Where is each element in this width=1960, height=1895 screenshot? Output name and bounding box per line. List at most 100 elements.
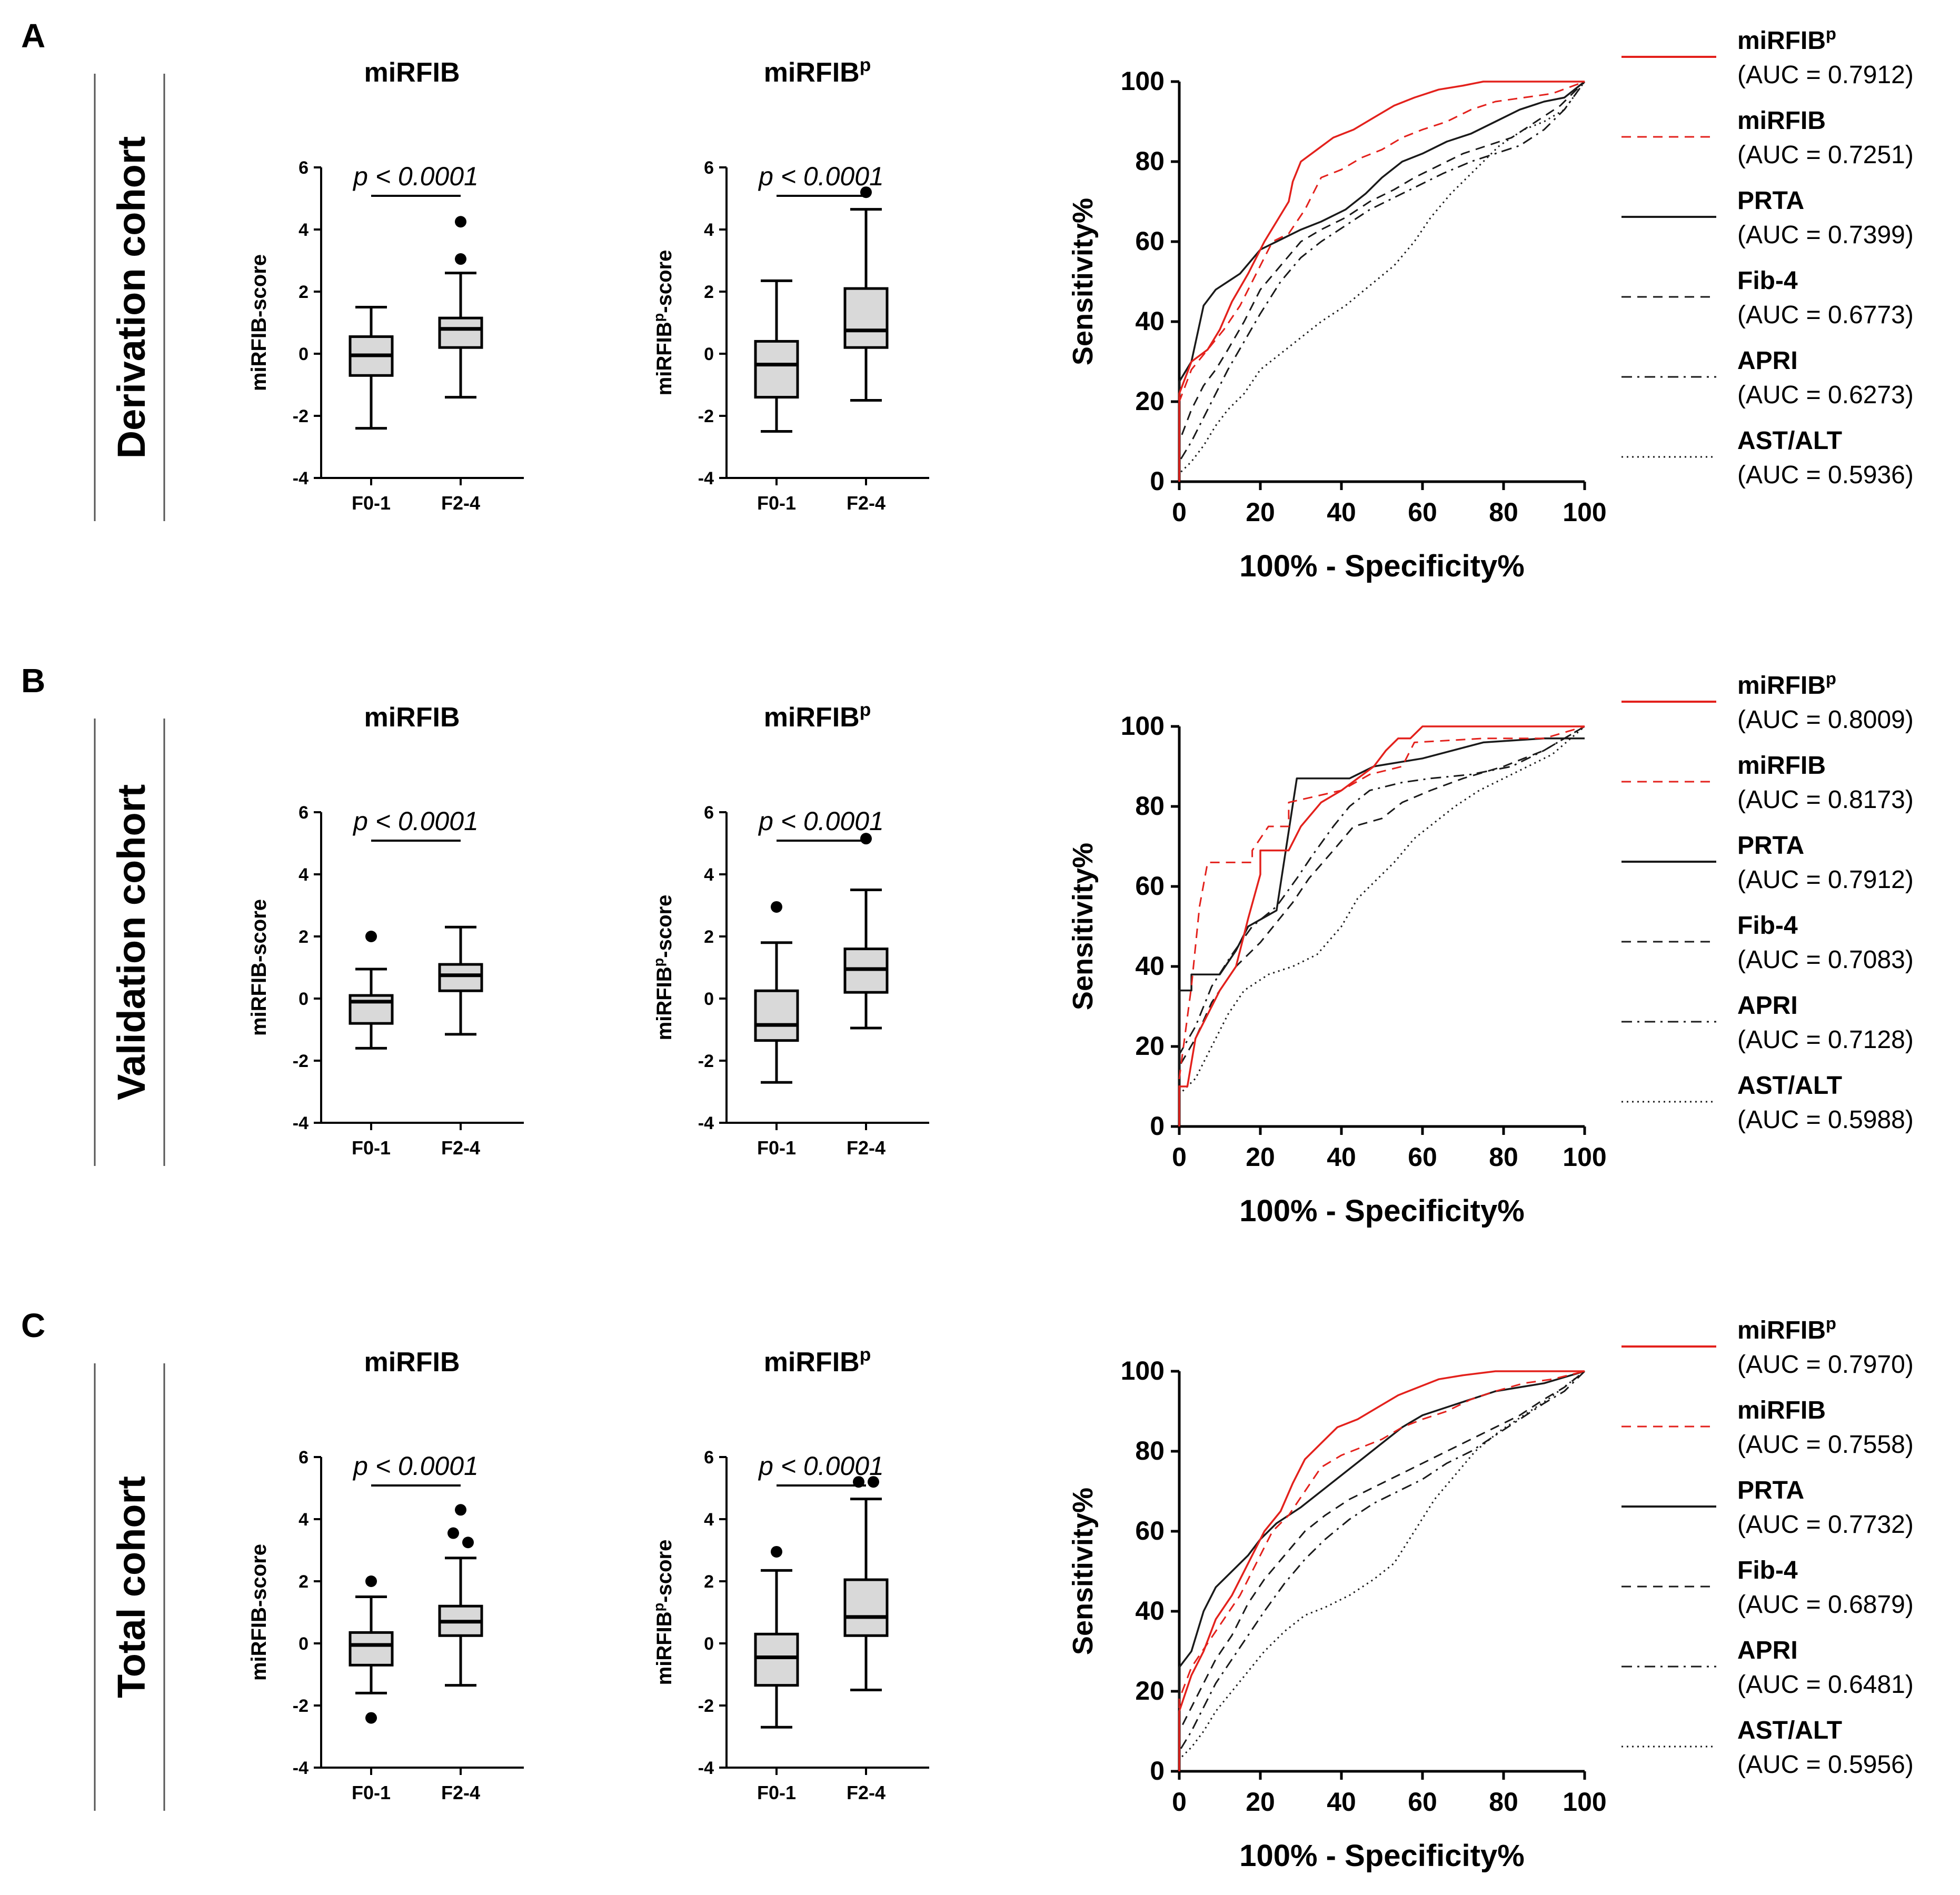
box-f0-1 <box>754 279 799 433</box>
boxplot-title-base: miRFIB <box>764 1347 860 1378</box>
y-axis-label-base: miRFIB <box>653 966 676 1040</box>
legend-series-name: miRFIBp <box>1737 1313 1836 1344</box>
box-f0-1 <box>754 901 799 1084</box>
y-tick-label: -4 <box>293 1758 309 1778</box>
legend-series-name: Fib-4 <box>1737 267 1798 295</box>
roc-y-axis-label: Sensitivity% <box>1067 198 1099 365</box>
roc-y-tick-label: 40 <box>1135 1596 1165 1625</box>
legend-series-name-base: Fib-4 <box>1737 267 1798 295</box>
outlier-point <box>462 1537 474 1549</box>
panel-letter: C <box>21 1306 45 1344</box>
roc-curve-prta-solid <box>1178 737 1585 1126</box>
roc-y-tick-label: 0 <box>1150 1111 1165 1141</box>
y-axis-label-sup: p <box>650 958 666 967</box>
box-f0-1 <box>349 931 394 1050</box>
y-tick-label: -4 <box>293 468 309 488</box>
roc-curve-mirfib-p-solid <box>1178 81 1585 482</box>
roc-curve-fib-4-dashed <box>1178 81 1586 482</box>
roc-curve-fib-4-dashed <box>1178 725 1585 1126</box>
legend-series-name-base: Fib-4 <box>1737 1557 1798 1584</box>
legend-auc-value: (AUC = 0.8009) <box>1737 706 1914 734</box>
roc-curve-mirfib-dashed <box>1178 1370 1585 1771</box>
y-axis-label-suffix: -score <box>653 895 676 958</box>
legend-series-name-sup: p <box>1826 1313 1836 1333</box>
legend-auc-value: (AUC = 0.6879) <box>1737 1591 1914 1619</box>
p-value: p < 0.0001 <box>352 1451 479 1481</box>
legend-auc-value: (AUC = 0.5988) <box>1737 1106 1914 1134</box>
legend-series-name: AST/ALT <box>1737 427 1842 455</box>
box-f2-4 <box>843 186 889 402</box>
boxplot-title: miRFIBp <box>764 1344 871 1378</box>
y-tick-label: 6 <box>299 803 309 823</box>
legend-series-name-sup: p <box>1826 669 1836 688</box>
legend-item: APRI (AUC = 0.6273) <box>1621 347 1914 409</box>
y-axis-label: miRFIBp-score <box>650 895 676 1041</box>
y-tick-label: 0 <box>299 344 309 364</box>
legend-series-name: PRTA <box>1737 1477 1804 1504</box>
legend-auc-value: (AUC = 0.7558) <box>1737 1431 1914 1459</box>
y-tick-label: 4 <box>299 1510 309 1530</box>
boxplot-title-base: miRFIB <box>364 57 460 88</box>
boxplot-title-sup: p <box>860 700 871 720</box>
roc-y-tick-label: 0 <box>1150 1756 1165 1786</box>
roc-x-tick-label: 40 <box>1327 1142 1356 1172</box>
roc-y-axis-label: Sensitivity% <box>1067 1488 1099 1655</box>
x-tick-label: F0-1 <box>757 1137 796 1159</box>
roc-y-tick-label: 40 <box>1135 306 1165 336</box>
boxplot-title: miRFIB <box>364 57 460 88</box>
roc-curve-mirfib-p-solid <box>1178 1370 1585 1771</box>
roc-y-tick-label: 80 <box>1135 146 1165 176</box>
y-tick-label: 4 <box>704 865 714 885</box>
y-tick-label: 0 <box>299 1634 309 1654</box>
legend-series-name: APRI <box>1737 992 1798 1020</box>
roc-curve-fib-4-dashed <box>1178 1370 1585 1771</box>
roc-y-tick-label: 100 <box>1121 66 1165 96</box>
roc-curve-ast-alt-dotted <box>1178 81 1586 482</box>
legend-series-name: miRFIB <box>1737 1397 1826 1424</box>
roc-x-tick-label: 60 <box>1408 1787 1437 1817</box>
roc-curve-apri-dashdot <box>1178 1370 1586 1771</box>
p-value: p < 0.0001 <box>758 162 884 191</box>
legend-series-name-base: APRI <box>1737 347 1798 375</box>
legend-auc-value: (AUC = 0.7128) <box>1737 1026 1914 1054</box>
roc-legend: miRFIBp(AUC = 0.8009)miRFIB(AUC = 0.8173… <box>1621 669 1914 1134</box>
roc-chart: 0 20 40 60 80 100 0 20 40 60 80 100 Sensitivity% 100%… <box>1067 1356 1607 1873</box>
panel-letter: B <box>21 662 45 700</box>
legend-item: miRFIB (AUC = 0.7251) <box>1621 107 1914 169</box>
legend-item: Fib-4 (AUC = 0.6773) <box>1621 267 1914 329</box>
panel-letter: A <box>21 17 45 55</box>
y-tick-label: -2 <box>698 1696 714 1716</box>
legend-auc-value: (AUC = 0.5936) <box>1737 461 1914 489</box>
legend-item: PRTA (AUC = 0.7399) <box>1621 187 1914 249</box>
legend-auc-value: (AUC = 0.7251) <box>1737 141 1914 169</box>
legend-series-name: miRFIBp <box>1737 669 1836 700</box>
outlier-point <box>455 216 466 228</box>
legend-series-name-base: PRTA <box>1737 1477 1804 1504</box>
legend-series-name-base: PRTA <box>1737 832 1804 860</box>
boxplot-title-base: miRFIB <box>364 702 460 733</box>
legend-series-name-base: APRI <box>1737 1637 1798 1664</box>
y-tick-label: 0 <box>704 1634 714 1654</box>
legend-series-name-base: PRTA <box>1737 187 1804 215</box>
boxplot-title-base: miRFIB <box>764 702 860 733</box>
box-f0-1 <box>754 1545 799 1729</box>
roc-y-tick-label: 20 <box>1135 1676 1165 1706</box>
legend-item: Fib-4 (AUC = 0.6879) <box>1621 1557 1914 1619</box>
y-tick-label: 2 <box>704 1572 714 1592</box>
roc-curve-prta-solid <box>1178 81 1586 482</box>
roc-x-tick-label: 100 <box>1563 1787 1606 1817</box>
outlier-point <box>447 1527 459 1539</box>
boxplot-title-sup: p <box>860 55 871 75</box>
legend-series-name: APRI <box>1737 347 1798 375</box>
y-axis-label-base: miRFIB-score <box>247 1544 271 1681</box>
boxplot-title-base: miRFIB <box>364 1347 460 1378</box>
box-f2-4 <box>438 925 483 1036</box>
roc-chart: 0 20 40 60 80 100 0 20 40 60 80 100 Sensitivity% 100%… <box>1067 711 1607 1228</box>
box-iqr <box>754 1632 799 1687</box>
legend-series-name-base: AST/ALT <box>1737 1072 1842 1100</box>
legend-auc-value: (AUC = 0.7083) <box>1737 946 1914 974</box>
x-tick-label: F2-4 <box>847 1782 886 1803</box>
